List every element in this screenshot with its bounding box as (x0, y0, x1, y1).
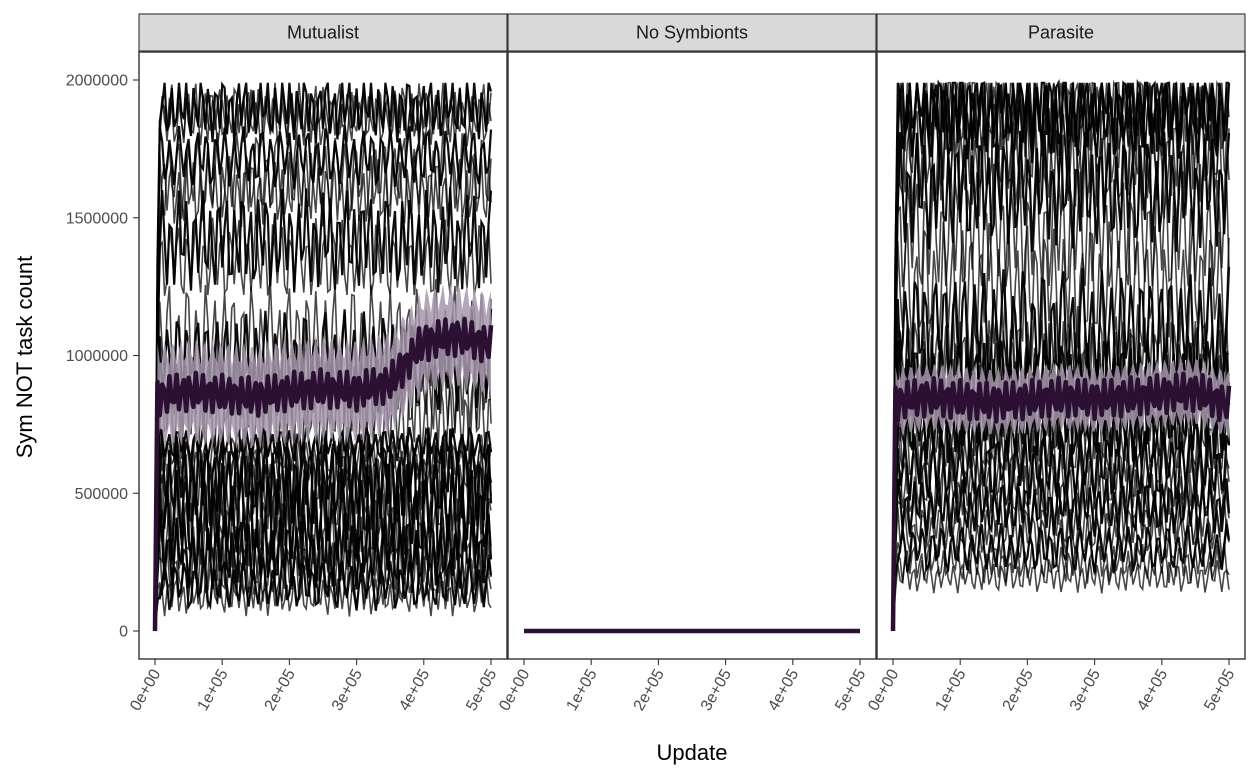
y-axis: 0 500000 1000000 1500000 2000000 (66, 73, 139, 641)
panel-background (508, 52, 876, 659)
x-tick-label: 3e+05 (329, 666, 366, 714)
mean-line (152, 316, 494, 632)
facet-strip (138, 13, 508, 52)
facet-panel: No Symbionts (507, 13, 877, 660)
x-tick-label: 5e+05 (463, 666, 500, 714)
facet-strip-label: No Symbionts (636, 23, 748, 43)
facet-strip (507, 13, 877, 52)
replicate-line (153, 462, 493, 632)
facet-strip-label: Parasite (1028, 23, 1094, 43)
y-tick-label: 1000000 (66, 348, 128, 365)
x-tick-label: 0e+00 (865, 666, 902, 714)
y-tick-label: 2000000 (66, 73, 128, 90)
x-tick-label: 4e+05 (396, 666, 433, 714)
x-tick-label: 2e+05 (1000, 666, 1037, 714)
facet-strip-label: Mutualist (287, 23, 359, 43)
x-tick-label: 3e+05 (698, 666, 735, 714)
replicate-line (892, 557, 1230, 632)
facet-panel: Parasite (876, 13, 1246, 660)
x-tick-label: 4e+05 (1134, 666, 1171, 714)
x-tick-label: 5e+05 (832, 666, 869, 714)
replicate-line (891, 128, 1231, 632)
x-tick-label: 1e+05 (932, 666, 969, 714)
replicate-line (154, 151, 492, 632)
y-tick-label: 0 (119, 624, 128, 641)
replicate-line (892, 492, 1230, 632)
replicate-line (892, 461, 1230, 632)
replicate-line (154, 91, 492, 632)
x-tick-label: 1e+05 (563, 666, 600, 714)
replicate-line (891, 430, 1231, 632)
mean-line (890, 371, 1232, 632)
replicate-line (154, 541, 492, 632)
facet-strip (876, 13, 1246, 52)
x-tick-label: 1e+05 (194, 666, 231, 714)
x-tick-label: 3e+05 (1067, 666, 1104, 714)
y-tick-label: 500000 (75, 486, 128, 503)
x-tick-label: 0e+00 (127, 666, 164, 714)
x-tick-label: 0e+00 (496, 666, 533, 714)
replicate-line (154, 574, 492, 632)
x-tick-label: 5e+05 (1201, 666, 1238, 714)
replicate-line (892, 508, 1230, 632)
replicate-line (153, 187, 493, 632)
panel-border (876, 51, 1246, 660)
replicate-line (154, 214, 492, 632)
x-tick-label: 2e+05 (631, 666, 668, 714)
x-axis-title: Update (657, 740, 728, 765)
facet-panel: Mutualist (138, 13, 508, 660)
x-tick-label: 2e+05 (262, 666, 299, 714)
panel-border (507, 51, 877, 660)
replicate-line (892, 541, 1230, 632)
y-axis-title: Sym NOT task count (12, 256, 37, 459)
y-tick-label: 1500000 (66, 210, 128, 227)
x-tick-label: 4e+05 (765, 666, 802, 714)
